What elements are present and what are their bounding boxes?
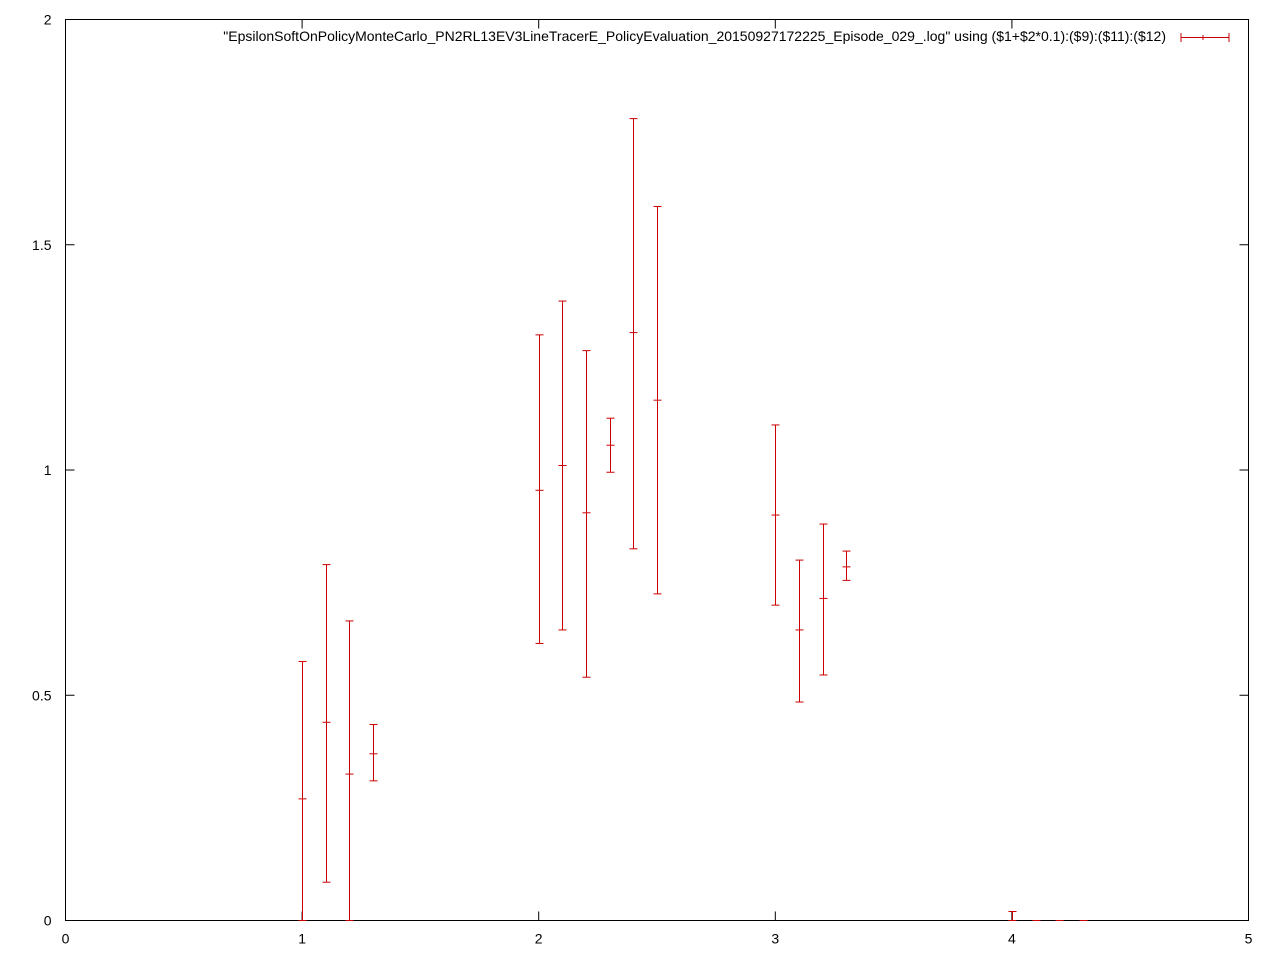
error-bar [629,118,638,550]
error-bar [582,350,591,678]
error-bar [795,559,804,703]
axis-ticks [65,19,1249,921]
x-tick-label: 3 [771,931,779,947]
error-bar [345,620,354,921]
error-bar [1008,910,1017,921]
legend-label: "EpsilonSoftOnPolicyMonteCarlo_PN2RL13EV… [223,28,1166,44]
error-bar [298,660,307,921]
legend: "EpsilonSoftOnPolicyMonteCarlo_PN2RL13EV… [223,28,1230,44]
error-bar [606,417,615,473]
error-bar [322,564,331,883]
x-tick-label: 5 [1245,931,1253,947]
error-bar [653,205,662,595]
y-tick-label: 2 [44,12,52,28]
error-bar [842,550,851,581]
y-tick-label: 1 [44,462,52,478]
x-tick-label: 2 [535,931,543,947]
error-bar [558,300,567,631]
x-tick-label: 4 [1008,931,1016,947]
error-bar [819,523,828,676]
error-bar [369,724,378,782]
axis-tick-labels: 0 1 2 3 4 5 0 0.5 1 1.5 2 [32,12,1253,947]
y-tick-label: 0 [44,913,52,929]
error-bar [771,424,780,606]
error-bars [298,118,1088,921]
x-tick-label: 1 [298,931,306,947]
y-tick-label: 0.5 [32,687,52,703]
x-tick-label: 0 [62,931,70,947]
y-tick-label: 1.5 [32,237,52,253]
error-bar [535,334,544,644]
